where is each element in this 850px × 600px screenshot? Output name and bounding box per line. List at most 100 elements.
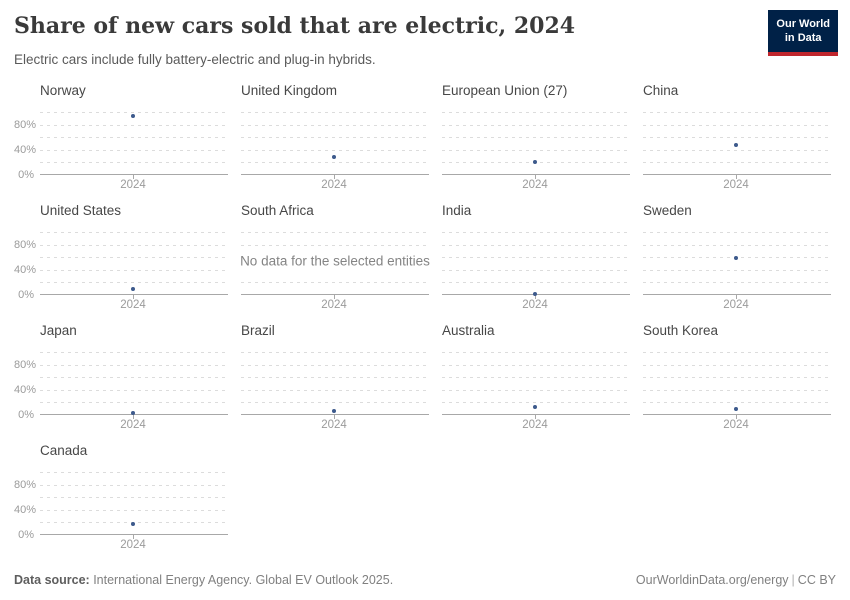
x-tick-label: 2024 (723, 179, 749, 191)
owid-url-link[interactable]: OurWorldinData.org/energy (635, 573, 789, 587)
x-axis-line (442, 414, 630, 415)
x-tick-label: 2024 (522, 419, 548, 431)
x-tick-label: 2024 (321, 179, 347, 191)
data-point[interactable] (734, 256, 739, 261)
facet-title: Canada (40, 443, 88, 458)
gridline-80 (643, 364, 831, 366)
gridline-20 (241, 402, 429, 404)
data-point[interactable] (734, 407, 739, 412)
gridline-100 (643, 112, 831, 113)
x-axis-line (643, 294, 831, 295)
facet-row: United States 2024 80% 40% 0% South Africa 202… (14, 198, 836, 318)
data-source-label: Data source: (14, 573, 90, 587)
license-link[interactable]: CC BY (797, 573, 836, 587)
facet-plot-area: 2024 (442, 352, 630, 431)
data-point[interactable] (533, 404, 538, 409)
gridline-60 (643, 137, 831, 139)
facet-plot-area: 2024 80% 40% 0% (14, 112, 228, 191)
facet-plot-area: 2024 (643, 112, 831, 191)
y-tick-label: 80% (14, 238, 37, 251)
data-point[interactable] (332, 408, 337, 413)
y-tick-label: 40% (14, 143, 37, 156)
gridline-80 (40, 364, 228, 366)
gridline-20 (643, 402, 831, 404)
data-point[interactable] (131, 286, 136, 291)
gridline-80 (40, 484, 228, 486)
facet-brazil: Brazil 2024 (241, 318, 429, 438)
gridline-100 (241, 232, 429, 233)
gridline-20 (643, 162, 831, 164)
y-tick-label: 40% (14, 263, 37, 276)
x-tick-label: 2024 (723, 299, 749, 311)
x-axis-tick (334, 415, 336, 419)
facet-south-korea: South Korea 2024 (643, 318, 831, 438)
gridline-80 (442, 244, 630, 246)
y-tick-label: 0% (18, 169, 34, 181)
gridline-100 (241, 112, 429, 113)
gridline-80 (643, 244, 831, 246)
gridline-40 (241, 389, 429, 391)
y-tick-label: 40% (14, 503, 37, 516)
owid-logo[interactable]: Our World in Data (768, 10, 838, 56)
data-point[interactable] (131, 114, 136, 119)
footer-separator: | (791, 573, 795, 587)
gridline-60 (643, 377, 831, 379)
y-tick-label: 0% (18, 409, 34, 421)
gridline-100 (442, 112, 630, 113)
facet-japan: Japan 2024 80% 40% 0% (14, 318, 228, 438)
x-tick-label: 2024 (120, 539, 146, 551)
x-axis-tick (736, 295, 738, 299)
x-axis-tick (334, 175, 336, 179)
gridline-40 (643, 389, 831, 391)
facet-title: Australia (442, 323, 495, 338)
facet-title: Sweden (643, 203, 692, 218)
facet-plot-area: 2024 (643, 232, 831, 311)
facet-plot-area: 2024 No data for the selected entities (240, 232, 430, 311)
data-point[interactable] (131, 522, 136, 527)
facet-south-africa: South Africa 2024 No data for the selected… (240, 198, 430, 318)
gridline-20 (40, 282, 228, 284)
facet-title: United Kingdom (241, 83, 338, 98)
gridline-20 (442, 282, 630, 284)
gridline-100 (442, 352, 630, 353)
facet-title: Norway (40, 83, 86, 98)
gridline-100 (40, 352, 228, 353)
data-point[interactable] (533, 159, 538, 164)
x-axis-tick (133, 415, 135, 419)
gridline-60 (40, 257, 228, 259)
facet-sweden: Sweden 2024 (643, 198, 831, 318)
x-axis-tick (133, 175, 135, 179)
x-axis-tick (334, 295, 336, 299)
gridline-40 (643, 149, 831, 151)
y-tick-label: 0% (18, 529, 34, 541)
gridline-40 (40, 509, 228, 511)
x-axis-line (40, 294, 228, 295)
gridline-60 (40, 377, 228, 379)
gridline-20 (643, 282, 831, 284)
x-tick-label: 2024 (120, 179, 146, 191)
x-axis-line (643, 414, 831, 415)
facet-plot-area: 2024 (241, 352, 429, 431)
x-axis-tick (133, 295, 135, 299)
gridline-80 (40, 124, 228, 126)
data-point[interactable] (533, 291, 538, 296)
facet-canada: Canada 2024 80% 40% 0% (14, 438, 228, 558)
gridline-80 (241, 124, 429, 126)
data-point[interactable] (734, 142, 739, 147)
data-source-note: Data source: International Energy Agency… (14, 573, 393, 587)
data-point[interactable] (332, 155, 337, 160)
footer-links: OurWorldinData.org/energy | CC BY (636, 573, 836, 587)
x-tick-label: 2024 (723, 419, 749, 431)
data-point[interactable] (131, 411, 136, 416)
facet-plot-area: 2024 80% 40% 0% (14, 352, 228, 431)
gridline-40 (241, 149, 429, 151)
gridline-40 (643, 269, 831, 271)
x-axis-tick (133, 535, 135, 539)
gridline-60 (241, 137, 429, 139)
data-source-text: International Energy Agency. Global EV O… (89, 573, 394, 587)
x-axis-tick (535, 295, 537, 299)
owid-logo-line1: Our World (776, 18, 830, 30)
y-tick-label: 0% (18, 289, 34, 301)
gridline-80 (241, 244, 429, 246)
chart-subtitle: Electric cars include fully battery-elec… (14, 52, 376, 67)
